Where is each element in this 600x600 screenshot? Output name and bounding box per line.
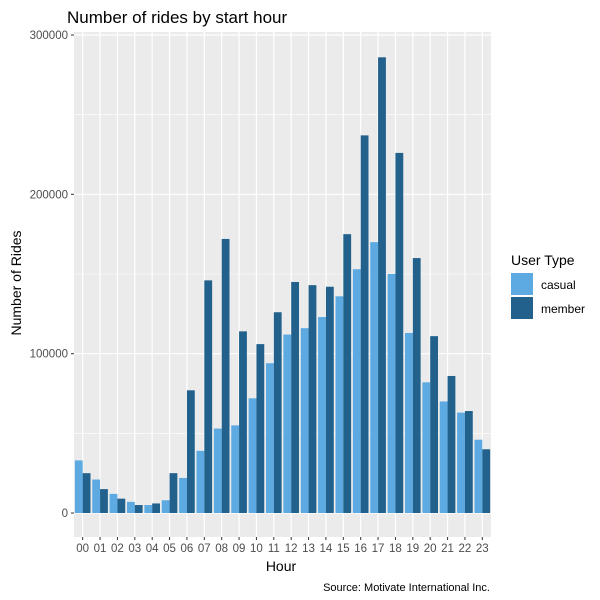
bar-member-05 <box>169 473 178 513</box>
bar-member-06 <box>186 390 195 513</box>
bar-casual-11 <box>265 363 274 513</box>
chart-caption: Source: Motivate International Inc. <box>323 582 490 594</box>
bar-casual-10 <box>248 398 257 513</box>
bar-casual-07 <box>196 450 205 513</box>
x-axis-ticks: 00 01 02 03 04 05 06 07 08 09 10 11 12 13 14 15 16 17 18 19… <box>76 537 489 555</box>
bar-member-22 <box>464 411 473 513</box>
bar-member-16 <box>360 135 369 513</box>
x-tick-label: 10 <box>250 543 263 555</box>
bar-member-07 <box>204 280 213 513</box>
bar-casual-05 <box>161 500 170 513</box>
x-tick-label: 20 <box>424 543 437 555</box>
bar-member-13 <box>308 285 317 513</box>
x-tick-label: 07 <box>198 543 211 555</box>
legend-title: User Type <box>511 252 575 268</box>
x-tick-label: 21 <box>441 543 454 555</box>
bar-casual-02 <box>109 493 118 513</box>
bar-member-04 <box>152 503 161 513</box>
chart-title: Number of rides by start hour <box>67 8 287 27</box>
bar-member-00 <box>82 473 91 513</box>
x-tick-label: 19 <box>406 543 419 555</box>
bar-casual-01 <box>92 479 101 513</box>
bar-member-20 <box>430 336 439 513</box>
legend-label-member: member <box>541 302 585 316</box>
bar-casual-16 <box>352 269 361 513</box>
x-tick-label: 04 <box>146 543 159 555</box>
bar-casual-21 <box>439 401 448 513</box>
bar-casual-09 <box>231 425 240 513</box>
bar-casual-06 <box>179 477 187 513</box>
y-axis-title: Number of Rides <box>8 230 24 335</box>
bar-casual-15 <box>335 296 344 513</box>
x-tick-label: 05 <box>163 543 176 555</box>
bar-member-17 <box>378 57 386 513</box>
bar-casual-14 <box>318 317 326 513</box>
bar-casual-13 <box>300 328 309 513</box>
x-tick-label: 09 <box>233 543 246 555</box>
bar-casual-18 <box>387 274 396 513</box>
bar-member-18 <box>395 152 404 513</box>
bar-casual-08 <box>213 428 222 513</box>
bar-casual-17 <box>370 242 379 513</box>
bar-member-10 <box>256 344 265 513</box>
y-tick-label: 0 <box>62 508 68 520</box>
bar-casual-22 <box>457 412 465 513</box>
bar-member-08 <box>221 238 230 514</box>
legend-swatch-casual <box>511 273 533 295</box>
x-tick-label: 18 <box>389 543 402 555</box>
y-tick-label: 300000 <box>30 30 68 42</box>
legend-label-casual: casual <box>541 278 576 292</box>
bar-casual-19 <box>404 332 413 513</box>
bar-member-11 <box>273 312 282 513</box>
bar-member-21 <box>447 375 456 513</box>
x-tick-label: 14 <box>320 543 333 555</box>
x-tick-label: 16 <box>354 543 367 555</box>
x-tick-label: 03 <box>128 543 141 555</box>
bar-member-14 <box>325 286 334 513</box>
x-tick-label: 06 <box>181 543 194 555</box>
x-tick-label: 01 <box>94 543 107 555</box>
x-tick-label: 11 <box>268 543 280 555</box>
bar-casual-03 <box>126 501 135 513</box>
y-tick-label: 100000 <box>30 349 68 361</box>
x-tick-label: 00 <box>76 543 89 555</box>
bar-member-19 <box>412 258 421 513</box>
bar-member-03 <box>134 505 143 513</box>
bar-member-12 <box>291 281 300 513</box>
legend: User Type casual member <box>511 252 585 319</box>
x-axis-title: Hour <box>266 558 297 574</box>
legend-swatch-member <box>511 297 533 319</box>
x-tick-label: 17 <box>372 543 385 555</box>
x-tick-label: 08 <box>215 543 228 555</box>
panel-background <box>74 32 491 537</box>
bar-casual-04 <box>144 505 153 513</box>
bar-member-02 <box>117 498 126 513</box>
bar-casual-23 <box>474 439 483 513</box>
bars-group <box>74 57 491 514</box>
y-tick-label: 200000 <box>30 189 68 201</box>
y-axis-ticks: 0 100000 200000 300000 <box>30 30 74 520</box>
bar-member-01 <box>100 489 108 513</box>
bar-casual-00 <box>74 460 83 513</box>
x-tick-label: 22 <box>459 543 472 555</box>
x-tick-label: 23 <box>476 543 489 555</box>
bar-casual-12 <box>283 334 292 513</box>
bar-member-09 <box>239 331 247 513</box>
bar-member-23 <box>482 449 491 513</box>
x-tick-label: 12 <box>285 543 298 555</box>
x-tick-label: 13 <box>302 543 315 555</box>
x-tick-label: 15 <box>337 543 350 555</box>
bar-casual-20 <box>422 382 431 513</box>
x-tick-label: 02 <box>111 543 124 555</box>
bar-member-15 <box>343 234 352 513</box>
